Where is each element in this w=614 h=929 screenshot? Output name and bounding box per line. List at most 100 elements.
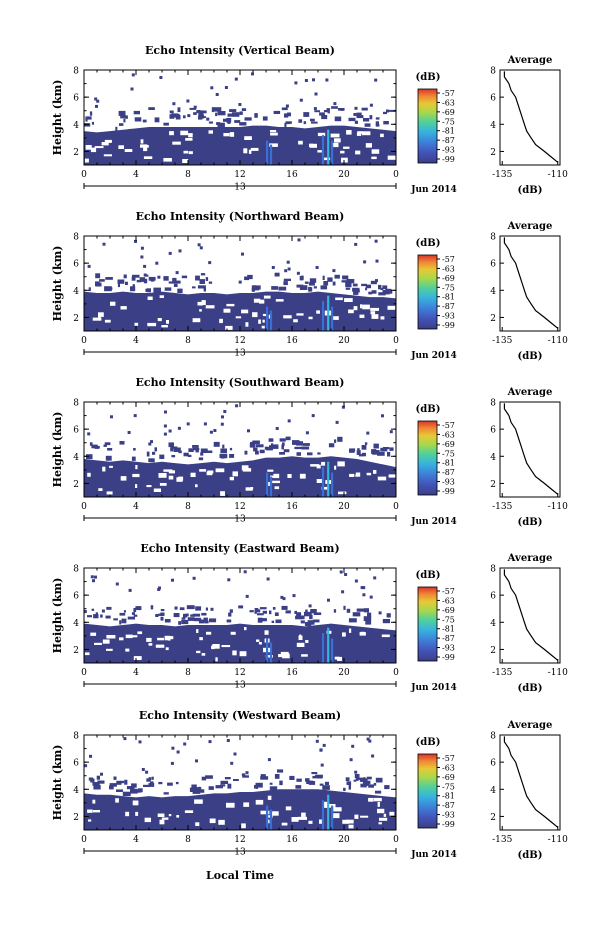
echo-speck bbox=[259, 607, 267, 610]
echo-speck bbox=[142, 119, 147, 123]
echo-speck bbox=[364, 442, 368, 445]
echo-speck bbox=[374, 239, 378, 243]
echo-speck bbox=[313, 612, 322, 615]
echo-speck bbox=[215, 785, 223, 789]
echo-gap bbox=[381, 634, 390, 638]
echo-gap bbox=[102, 466, 106, 472]
echo-gap bbox=[125, 648, 130, 652]
echo-speck bbox=[369, 103, 373, 107]
echo-speck bbox=[177, 426, 181, 430]
echo-gap bbox=[118, 145, 124, 149]
echo-speck bbox=[105, 455, 112, 461]
echo-gap bbox=[211, 645, 215, 650]
echo-speck bbox=[226, 739, 230, 742]
echo-speck bbox=[146, 288, 151, 293]
colorbar bbox=[417, 254, 438, 330]
xtick-label: 4 bbox=[133, 502, 139, 512]
echo-speck bbox=[115, 126, 118, 132]
echo-speck bbox=[105, 615, 111, 619]
echo-gap bbox=[185, 138, 193, 141]
echo-gap bbox=[169, 131, 174, 136]
echo-speck bbox=[331, 106, 338, 109]
echo-speck bbox=[352, 612, 361, 617]
colorbar-tick-label: -99 bbox=[442, 321, 455, 330]
echo-speck bbox=[292, 440, 300, 445]
echo-gap bbox=[106, 491, 113, 495]
echo-speck bbox=[135, 789, 141, 793]
echo-speck bbox=[387, 109, 396, 112]
ytick-label: 6 bbox=[73, 426, 79, 436]
echo-gap bbox=[229, 476, 234, 481]
echo-speck bbox=[92, 579, 95, 583]
echo-gap bbox=[370, 307, 379, 311]
echo-speck bbox=[357, 448, 360, 451]
avg-profile-line bbox=[503, 237, 559, 329]
echo-speck bbox=[127, 616, 135, 620]
echo-speck bbox=[370, 280, 377, 285]
ylabel: Height (km) bbox=[51, 745, 64, 821]
echo-speck bbox=[145, 770, 149, 774]
echo-gap bbox=[270, 475, 276, 478]
day-label: 13 bbox=[234, 183, 246, 193]
echo-speck bbox=[273, 110, 281, 114]
echo-speck bbox=[210, 607, 214, 611]
echo-gap bbox=[165, 647, 169, 651]
echo-speck bbox=[193, 112, 197, 115]
echo-speck bbox=[149, 781, 154, 784]
colorbar-tick-label: -81 bbox=[442, 127, 455, 136]
echo-gap bbox=[92, 317, 102, 321]
echo-speck bbox=[220, 780, 229, 784]
echo-speck bbox=[346, 279, 355, 284]
colorbar-tick-label: -57 bbox=[442, 89, 455, 98]
echo-gap bbox=[322, 803, 330, 808]
avg-frame bbox=[499, 69, 561, 166]
echo-speck bbox=[308, 604, 312, 608]
xtick-label: 0 bbox=[393, 336, 399, 346]
echo-gap bbox=[267, 819, 270, 824]
echo-gap bbox=[272, 480, 280, 484]
xtick-label: 4 bbox=[133, 336, 139, 346]
echo-speck bbox=[260, 774, 266, 779]
echo-speck bbox=[304, 611, 312, 617]
echo-speck bbox=[131, 612, 135, 615]
echo-speck bbox=[171, 578, 174, 582]
echo-speck bbox=[327, 109, 330, 114]
xtick-label: 16 bbox=[286, 336, 298, 346]
colorbar-tick-label: -81 bbox=[442, 459, 455, 468]
echo-speck bbox=[339, 570, 343, 574]
echo-speck bbox=[217, 122, 225, 128]
echo-gap bbox=[298, 635, 303, 640]
echo-gap bbox=[348, 309, 354, 314]
avg-frame bbox=[499, 734, 561, 831]
echo-speck bbox=[208, 261, 212, 265]
colorbar-tick-label: -63 bbox=[442, 596, 455, 605]
echo-speck bbox=[249, 443, 256, 448]
xtick-label: 8 bbox=[185, 170, 191, 180]
echo-speck bbox=[159, 454, 165, 459]
echo-speck bbox=[239, 122, 247, 126]
echo-gap bbox=[168, 470, 175, 474]
xtick-label: 8 bbox=[185, 835, 191, 845]
echo-speck bbox=[90, 575, 94, 579]
echo-speck bbox=[284, 122, 287, 127]
echo-speck bbox=[280, 595, 284, 599]
echo-speck bbox=[209, 618, 217, 623]
echo-speck bbox=[259, 449, 265, 454]
echo-gap bbox=[176, 815, 180, 818]
colorbar-tick-label: -81 bbox=[442, 625, 455, 634]
echo-speck bbox=[231, 112, 240, 117]
echo-gap bbox=[334, 138, 341, 143]
echo-speck bbox=[109, 783, 117, 787]
echo-speck bbox=[223, 410, 227, 413]
xtick-label: 0 bbox=[81, 170, 87, 180]
date-label: Jun 2014 bbox=[410, 517, 457, 527]
ytick-label: 8 bbox=[73, 732, 79, 742]
avg-ytick-label: 2 bbox=[490, 646, 496, 656]
avg-xtick-label: -135 bbox=[492, 835, 512, 845]
echo-speck bbox=[270, 443, 274, 447]
echo-gap bbox=[125, 634, 133, 639]
echo-speck bbox=[153, 287, 161, 293]
echo-speck bbox=[96, 99, 100, 103]
avg-xtick-label: -135 bbox=[492, 170, 512, 180]
echo-speck bbox=[269, 610, 272, 615]
